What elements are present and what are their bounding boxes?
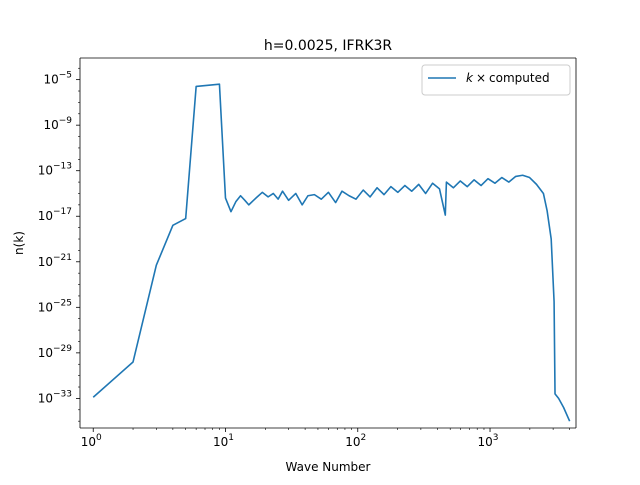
y-tick-base: 10 bbox=[38, 164, 53, 178]
y-tick-base: 10 bbox=[38, 255, 53, 269]
chart-title: h=0.0025, IFRK3R bbox=[264, 38, 392, 54]
y-tick-exponent: −25 bbox=[53, 298, 72, 308]
x-tick-exponent: 1 bbox=[228, 433, 234, 443]
y-tick-exponent: −33 bbox=[53, 389, 72, 399]
y-tick-base: 10 bbox=[38, 209, 53, 223]
y-tick-exponent: −13 bbox=[53, 162, 72, 172]
y-tick-label: 10−29 bbox=[38, 344, 73, 360]
x-tick-base: 10 bbox=[345, 435, 360, 449]
legend-op: × bbox=[476, 71, 486, 85]
y-tick-label: 10−21 bbox=[38, 253, 72, 269]
y-tick-exponent: −21 bbox=[53, 253, 72, 263]
legend-label: k × computed bbox=[466, 71, 550, 85]
plot-area bbox=[80, 58, 576, 428]
y-tick-base: 10 bbox=[43, 73, 58, 87]
y-tick-label: 10−25 bbox=[38, 298, 72, 314]
x-tick-exponent: 0 bbox=[96, 433, 102, 443]
series-layer bbox=[92, 83, 571, 422]
y-tick-label: 10−13 bbox=[38, 162, 72, 178]
x-tick-label: 101 bbox=[213, 433, 234, 449]
x-tick-base: 10 bbox=[213, 435, 228, 449]
x-tick-exponent: 3 bbox=[493, 433, 499, 443]
y-tick-label: 10−9 bbox=[43, 116, 72, 132]
x-ticks: 100 101 102 103 bbox=[81, 428, 570, 449]
axes-frame bbox=[79, 57, 577, 429]
x-tick-base: 10 bbox=[81, 435, 96, 449]
y-tick-label: 10−5 bbox=[43, 71, 72, 87]
y-tick-exponent: −9 bbox=[59, 116, 73, 126]
y-tick-base: 10 bbox=[38, 346, 53, 360]
x-tick-exponent: 2 bbox=[361, 433, 367, 443]
y-tick-exponent: −17 bbox=[53, 207, 72, 217]
x-tick-label: 102 bbox=[345, 433, 366, 449]
y-tick-label: 10−33 bbox=[38, 389, 72, 405]
y-tick-base: 10 bbox=[43, 118, 58, 132]
x-tick-label: 103 bbox=[478, 433, 499, 449]
x-tick-label: 100 bbox=[81, 433, 102, 449]
x-axis-label: Wave Number bbox=[286, 460, 371, 474]
legend-box bbox=[421, 64, 571, 96]
y-axis-label: n(k) bbox=[12, 231, 26, 255]
y-tick-exponent: −29 bbox=[53, 344, 72, 354]
legend-math: k bbox=[466, 71, 474, 85]
y-tick-exponent: −5 bbox=[59, 71, 72, 81]
x-tick-base: 10 bbox=[478, 435, 493, 449]
y-tick-label: 10−17 bbox=[38, 207, 72, 223]
series-line-k-times-computed bbox=[92, 83, 571, 422]
y-tick-base: 10 bbox=[38, 300, 53, 314]
legend-text: computed bbox=[489, 71, 550, 85]
y-tick-base: 10 bbox=[38, 391, 53, 405]
legend: k × computed bbox=[421, 64, 571, 96]
